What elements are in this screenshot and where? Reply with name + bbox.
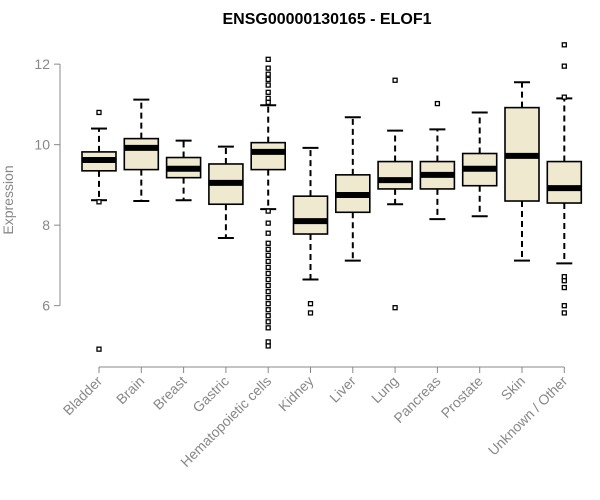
outlier-point xyxy=(265,71,271,77)
outlier-point xyxy=(434,100,441,107)
iqr-box xyxy=(546,160,583,204)
box-lung xyxy=(377,77,413,311)
outlier-point xyxy=(265,325,271,331)
x-tick-label: Prostate xyxy=(438,373,486,421)
x-tick-label: Kidney xyxy=(275,373,317,415)
boxes-group xyxy=(81,42,583,352)
x-tick-label: Liver xyxy=(326,373,359,406)
iqr-box xyxy=(377,160,413,190)
outlier-point xyxy=(265,294,271,301)
outlier-point xyxy=(561,310,567,316)
box-skin xyxy=(504,81,540,262)
iqr-box xyxy=(292,195,329,235)
outlier-point xyxy=(265,246,271,252)
outlier-point xyxy=(265,99,271,106)
y-axis-label: Expression xyxy=(0,165,16,234)
outlier-point xyxy=(265,282,271,289)
box-brain xyxy=(123,98,160,203)
box-liver xyxy=(334,116,371,262)
outlier-point xyxy=(561,94,567,100)
outlier-point xyxy=(265,56,271,62)
outlier-point xyxy=(265,319,271,325)
x-tick-label: Skin xyxy=(498,373,529,404)
x-tick-label: Lung xyxy=(368,373,401,406)
y-tick-label: 6 xyxy=(42,298,50,314)
x-tick-label: Breast xyxy=(150,373,190,413)
outlier-point xyxy=(561,284,567,291)
outlier-point xyxy=(265,276,271,283)
outlier-point xyxy=(265,208,271,214)
y-tick-label: 12 xyxy=(34,56,50,72)
x-tick-label: Unknown / Other xyxy=(485,373,571,459)
outlier-point xyxy=(265,230,271,236)
outlier-point xyxy=(265,65,271,71)
outlier-point xyxy=(265,288,271,295)
outlier-point xyxy=(96,109,102,116)
box-prostate xyxy=(461,111,498,218)
y-tick-label: 10 xyxy=(34,137,50,153)
outlier-point xyxy=(307,310,314,316)
outlier-point xyxy=(265,301,271,307)
outlier-point xyxy=(265,343,271,349)
axes: 6 8 10 12 xyxy=(34,56,565,373)
outlier-point xyxy=(265,252,271,259)
outlier-point xyxy=(392,305,398,311)
outlier-point xyxy=(265,270,271,277)
outlier-point xyxy=(96,199,102,205)
box-kidney xyxy=(292,146,329,316)
outlier-point xyxy=(265,307,271,313)
outlier-point xyxy=(307,301,314,307)
outlier-point xyxy=(265,264,271,271)
box-hematopoietic-cells xyxy=(250,56,286,349)
box-breast xyxy=(165,139,202,202)
outlier-point xyxy=(265,240,271,246)
box-gastric xyxy=(208,145,244,240)
box-unknown-other xyxy=(546,42,583,316)
outlier-point xyxy=(265,220,271,226)
outlier-point xyxy=(265,76,271,83)
box-bladder xyxy=(81,109,117,352)
outlier-point xyxy=(265,258,271,265)
x-tick-label: Brain xyxy=(113,373,147,407)
outlier-point xyxy=(561,63,567,69)
outlier-point xyxy=(392,77,398,83)
outlier-point xyxy=(265,89,271,95)
outlier-point xyxy=(561,278,567,284)
box-pancreas xyxy=(419,100,456,221)
y-tick-label: 8 xyxy=(42,217,50,233)
outlier-point xyxy=(561,303,567,309)
outlier-point xyxy=(265,82,271,88)
outlier-point xyxy=(265,313,271,319)
iqr-box xyxy=(123,137,160,171)
outlier-point xyxy=(96,346,102,352)
iqr-box xyxy=(250,141,286,171)
chart-title: ENSG00000130165 - ELOF1 xyxy=(222,11,431,28)
outlier-point xyxy=(561,42,567,48)
x-tick-label: Pancreas xyxy=(390,373,443,426)
x-tick-label: Bladder xyxy=(60,373,106,419)
